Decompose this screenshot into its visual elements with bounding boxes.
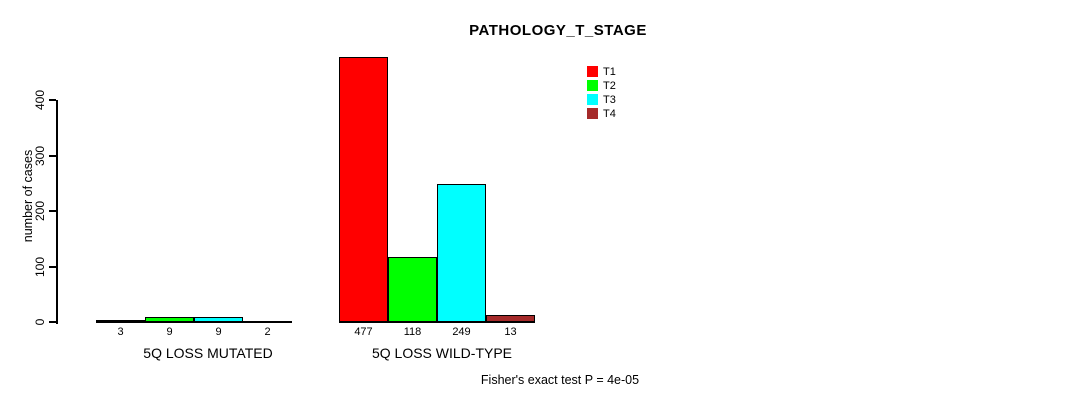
y-axis-tick-label: 0 xyxy=(33,318,47,326)
bar-value-label: 9 xyxy=(215,326,222,338)
bar-value-label: 9 xyxy=(166,326,173,338)
y-axis-tick xyxy=(49,154,56,157)
legend-item-t3: T3 xyxy=(587,94,616,108)
x-axis-baseline-5q-loss-mutated xyxy=(96,321,292,323)
bar-value-label: 13 xyxy=(504,326,517,338)
y-axis-tick-label: 100 xyxy=(33,256,47,277)
x-axis-group-label: 5Q LOSS WILD-TYPE xyxy=(371,345,513,361)
bar-5q-loss-mutated-t3 xyxy=(194,317,243,322)
y-axis-tick-label: 300 xyxy=(33,145,47,166)
y-axis-tick xyxy=(49,321,56,323)
bar-5q-loss-wild-type-t4 xyxy=(486,315,535,322)
legend-item-t2: T2 xyxy=(587,80,616,94)
bar-value-label: 477 xyxy=(354,326,373,338)
legend-item-label: T4 xyxy=(603,108,616,120)
legend-swatch-icon xyxy=(587,66,598,77)
legend-item-t4: T4 xyxy=(587,108,616,122)
legend-item-t1: T1 xyxy=(587,66,616,80)
legend-item-label: T3 xyxy=(603,94,616,106)
y-axis-tick xyxy=(49,99,56,101)
legend-item-label: T2 xyxy=(603,80,616,92)
legend: T1 T2 T3 T4 xyxy=(587,66,616,122)
bar-value-label: 249 xyxy=(452,326,471,338)
legend-swatch-icon xyxy=(587,94,598,105)
y-axis-tick-label: 400 xyxy=(33,89,47,111)
bar-value-label: 3 xyxy=(117,326,124,338)
legend-swatch-icon xyxy=(587,108,598,119)
bar-5q-loss-mutated-t2 xyxy=(145,317,194,322)
bar-5q-loss-mutated-t4 xyxy=(243,321,292,323)
y-axis-tick xyxy=(49,210,56,212)
chart-title: PATHOLOGY_T_STAGE xyxy=(469,22,647,39)
bar-value-label: 2 xyxy=(264,326,271,338)
bar-5q-loss-mutated-t1 xyxy=(96,320,145,322)
bar-5q-loss-wild-type-t3 xyxy=(437,184,486,322)
y-axis-line xyxy=(56,100,58,324)
legend-swatch-icon xyxy=(587,80,598,91)
annotation-text: Fisher's exact test P = 4e-05 xyxy=(480,373,640,387)
bar-5q-loss-wild-type-t2 xyxy=(388,257,437,322)
y-axis-tick-label: 200 xyxy=(33,200,47,222)
bar-value-label: 118 xyxy=(403,326,422,338)
y-axis-tick xyxy=(49,265,56,268)
x-axis-group-label: 5Q LOSS MUTATED xyxy=(143,345,273,361)
x-axis-baseline-5q-loss-wild-type xyxy=(339,321,535,323)
legend-item-label: T1 xyxy=(603,66,616,78)
bar-5q-loss-wild-type-t1 xyxy=(339,57,388,322)
